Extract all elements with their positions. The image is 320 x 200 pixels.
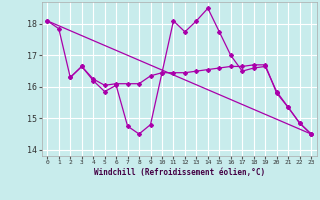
X-axis label: Windchill (Refroidissement éolien,°C): Windchill (Refroidissement éolien,°C) (94, 168, 265, 177)
